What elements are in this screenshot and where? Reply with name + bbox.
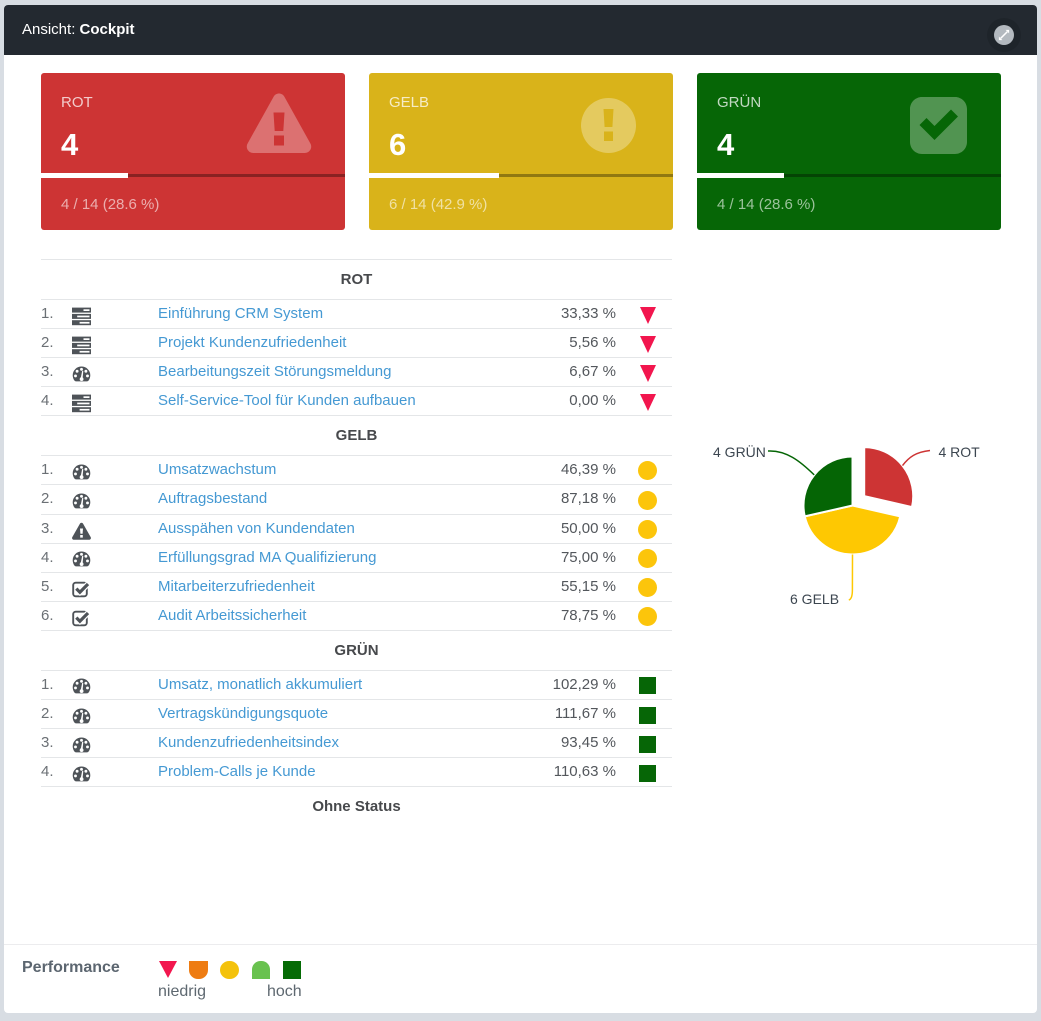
svg-text:4 ROT: 4 ROT [939,444,981,460]
svg-text:6 GELB: 6 GELB [790,591,839,607]
svg-text:4 GRÜN: 4 GRÜN [713,443,766,460]
